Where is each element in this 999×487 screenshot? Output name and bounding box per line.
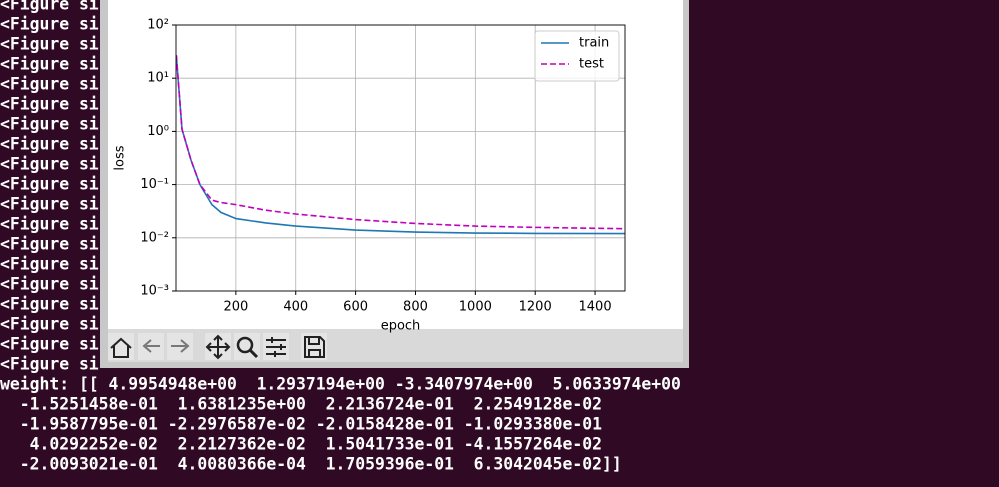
terminal-line: -1.5251458e-01 1.6381235e+00 2.2136724e-… xyxy=(0,395,602,414)
x-tick-label: 1000 xyxy=(459,300,492,315)
terminal-line: <Figure si xyxy=(0,115,99,134)
x-tick-label: 200 xyxy=(223,300,248,315)
terminal-line: <Figure si xyxy=(0,355,99,374)
terminal-line: -2.0093021e-01 4.0080366e-04 1.7059396e-… xyxy=(0,455,622,474)
zoom-icon xyxy=(236,336,254,354)
x-tick-label: 600 xyxy=(343,300,368,315)
pan-icon xyxy=(205,334,231,360)
terminal-line: 4.0292252e-02 2.2127362e-02 1.5041733e-0… xyxy=(0,435,602,454)
terminal-line: <Figure si xyxy=(0,275,99,294)
terminal-line: <Figure si xyxy=(0,295,99,314)
y-tick-label: 10² xyxy=(147,18,169,33)
plot: 200 400 600 800 1000 1200 1400 10⁻³ 10⁻² 10⁻¹ 10⁰ 1… xyxy=(113,18,626,334)
terminal-line: <Figure si xyxy=(0,215,99,234)
toolbar-buttons xyxy=(108,333,327,360)
terminal-line: <Figure si xyxy=(0,75,99,94)
terminal-line: <Figure si xyxy=(0,95,99,114)
terminal-line: weight: [[ 4.9954948e+00 1.2937194e+00 -… xyxy=(0,375,681,394)
legend-label: train xyxy=(579,36,609,51)
forward-icon xyxy=(171,339,190,353)
y-tick-label: 10⁰ xyxy=(147,124,169,139)
terminal-line: <Figure si xyxy=(0,55,99,74)
terminal-line: <Figure si xyxy=(0,195,99,214)
axes-frame xyxy=(175,24,626,292)
back-icon xyxy=(142,339,160,353)
terminal-line: <Figure si xyxy=(0,15,99,34)
y-tick-label: 10⁻¹ xyxy=(140,177,169,192)
terminal-line: <Figure si xyxy=(0,335,99,354)
line-series xyxy=(176,55,625,230)
configure-icon xyxy=(266,337,286,357)
y-tick-label: 10⁻² xyxy=(140,230,169,245)
terminal-line: <Figure si xyxy=(0,255,99,274)
terminal-line: <Figure si xyxy=(0,235,99,254)
y-axis-label: loss xyxy=(113,145,128,170)
home-icon xyxy=(110,337,132,358)
x-axis-label: epoch xyxy=(381,319,421,334)
terminal-line: -1.9587795e-01 -2.2976587e-02 -2.0158428… xyxy=(0,415,602,434)
terminal-line: <Figure si xyxy=(0,135,99,154)
save-icon xyxy=(304,336,325,358)
x-tick-label: 800 xyxy=(403,300,428,315)
x-tick-label: 1400 xyxy=(579,300,612,315)
terminal: <Figure si<Figure si<Figure si<Figure si… xyxy=(0,0,681,474)
legend-label: test xyxy=(579,57,604,72)
x-tick-label: 400 xyxy=(283,300,308,315)
zoom-handle xyxy=(248,348,259,359)
terminal-line: <Figure si xyxy=(0,155,99,174)
x-tick-label: 1200 xyxy=(519,300,552,315)
terminal-line: <Figure si xyxy=(0,315,99,334)
terminal-line: <Figure si xyxy=(0,0,99,14)
y-tick-label: 10⁻³ xyxy=(140,284,169,299)
terminal-line: <Figure si xyxy=(0,175,99,194)
toolbar xyxy=(108,329,683,362)
y-tick-label: 10¹ xyxy=(147,71,169,86)
terminal-line: <Figure si xyxy=(0,35,99,54)
